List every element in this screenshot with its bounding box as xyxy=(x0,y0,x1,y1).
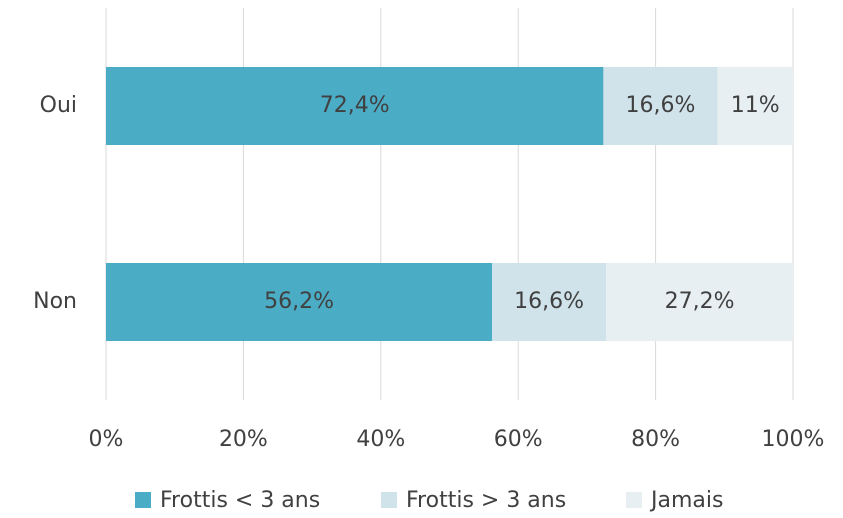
value-label: 56,2% xyxy=(264,289,334,314)
bar-segment xyxy=(106,263,493,341)
bar-segment xyxy=(492,263,607,341)
x-tick-label: 0% xyxy=(89,427,124,452)
y-tick-label: Non xyxy=(33,289,77,314)
bar-segment xyxy=(106,67,604,145)
value-label: 72,4% xyxy=(320,93,390,118)
legend-label: Frottis < 3 ans xyxy=(160,488,320,513)
value-label: 16,6% xyxy=(514,289,584,314)
x-tick-label: 100% xyxy=(762,427,825,452)
legend-label: Jamais xyxy=(649,488,723,513)
value-label: 27,2% xyxy=(665,289,735,314)
value-label: 11% xyxy=(731,93,780,118)
x-tick-label: 20% xyxy=(219,427,268,452)
legend-swatch xyxy=(381,492,397,508)
legend-swatch xyxy=(626,492,642,508)
x-tick-label: 40% xyxy=(356,427,405,452)
x-tick-label: 80% xyxy=(631,427,680,452)
value-label: 16,6% xyxy=(625,93,695,118)
legend-label: Frottis > 3 ans xyxy=(406,488,566,513)
bar-segment xyxy=(603,67,718,145)
x-tick-label: 60% xyxy=(494,427,543,452)
bar-segment xyxy=(717,67,793,145)
y-tick-label: Oui xyxy=(40,93,77,118)
legend-swatch xyxy=(135,492,151,508)
bar-segment xyxy=(606,263,793,341)
